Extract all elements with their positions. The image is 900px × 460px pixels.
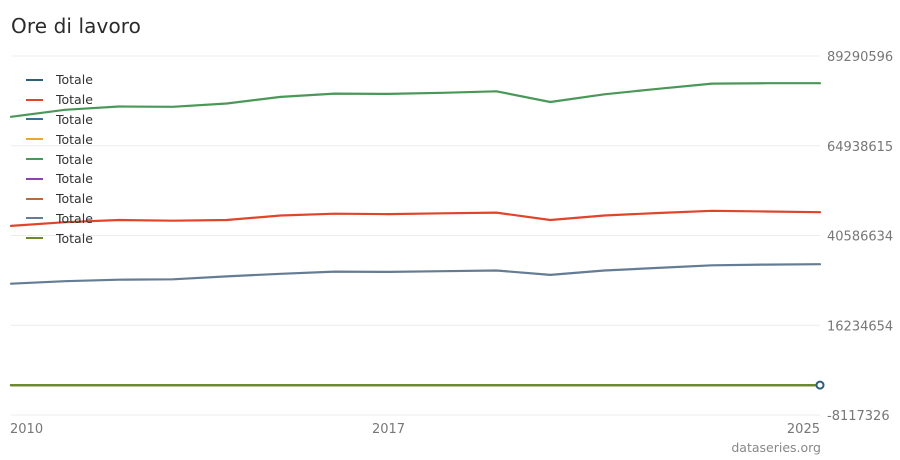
legend-label: Totale [56,191,93,207]
legend-swatch [26,118,43,121]
legend-item[interactable]: Totale [26,189,93,209]
legend-swatch [26,217,43,220]
legend-swatch [26,197,43,200]
legend-item[interactable]: Totale [26,169,93,189]
x-tick-label: 2025 [787,422,820,437]
x-tick-label: 2017 [372,422,405,437]
legend-swatch [26,78,43,81]
legend-swatch [26,237,43,240]
legend-item[interactable]: Totale [26,110,93,130]
legend-swatch [26,98,43,101]
legend-label: Totale [56,131,93,147]
legend-swatch [26,158,43,161]
legend-item[interactable]: Totale [26,90,93,110]
legend-swatch [26,177,43,180]
legend-label: Totale [56,210,93,226]
y-tick-label: 64938615 [827,140,893,155]
chart-title: Ore di lavoro [11,14,142,38]
legend-swatch [26,138,43,141]
legend-label: Totale [56,92,93,108]
legend-item[interactable]: Totale [26,228,93,248]
legend-label: Totale [56,151,93,167]
legend-item[interactable]: Totale [26,209,93,229]
series-line-4 [9,82,822,118]
y-tick-label: 40586634 [827,230,893,245]
y-tick-label: 89290596 [827,50,893,65]
watermark: dataseries.org [731,440,821,455]
legend-label: Totale [56,111,93,127]
legend-item[interactable]: Totale [26,70,93,90]
series-end-marker [815,380,825,390]
legend-label: Totale [56,230,93,246]
chart-legend: Totale Totale Totale Totale Totale Totale Tota… [26,70,93,248]
legend-label: Totale [56,72,93,88]
y-tick-label: -8117326 [827,409,890,424]
x-tick-label: 2010 [10,422,43,437]
series-line-1 [9,209,822,227]
series-line-7 [9,263,822,285]
y-tick-label: 16234654 [827,319,893,334]
legend-item[interactable]: Totale [26,129,93,149]
legend-item[interactable]: Totale [26,149,93,169]
legend-label: Totale [56,171,93,187]
